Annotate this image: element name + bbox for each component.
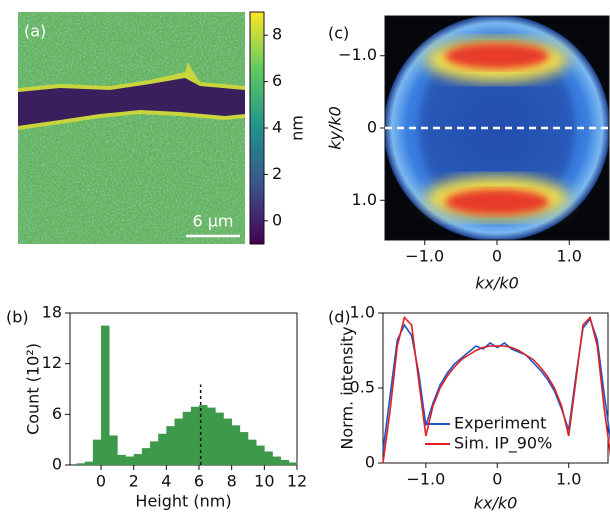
y-tick-label: 0 [367,118,377,137]
y-tick-label: 18 [42,303,62,322]
legend-label: Sim. IP_90% [454,434,552,454]
x-tick-label: 0 [492,470,502,489]
hist-bar [215,412,224,465]
x-tick-label: 12 [287,472,307,491]
hist-bar [264,451,273,465]
y-tick-label: 12 [42,353,62,372]
x-axis-label: Height (nm) [135,492,231,511]
hist-bar [101,325,110,465]
x-tick-label: 2 [129,472,139,491]
y-tick-label: 0 [365,453,375,472]
x-axis-label: kx/k0 [474,494,518,513]
x-tick-label: 8 [227,472,237,491]
x-tick-label: 0 [492,247,502,266]
hist-bar [92,439,102,465]
y-axis-label: Norm. intensity [338,326,357,449]
hist-bar [166,426,175,465]
panel-label: (d) [328,308,351,327]
y-tick-label: 1.0 [352,190,377,209]
y-tick-label: −1.0 [338,45,377,64]
y-tick-label: 1.0 [350,303,375,322]
panel-label: (c) [328,24,349,43]
colorbar-tick-label: 0 [272,210,282,229]
hist-bar [272,456,281,465]
y-tick-label: 6 [52,404,62,423]
colorbar-tick-label: 2 [272,164,282,183]
y-tick-label: 0.5 [350,378,375,397]
hist-bar [207,407,216,465]
x-tick-label: −1.0 [405,247,444,266]
scale-bar-label: 6 μm [192,212,233,231]
hist-bar [125,456,134,465]
hist-bar [150,441,159,465]
hist-bar [109,435,118,465]
series-line [382,315,610,464]
hist-bar [248,439,257,465]
hist-bar [76,463,85,465]
y-axis-label: ky/k0 [326,106,345,150]
hist-bar [174,418,183,465]
y-tick-label: 0 [52,455,62,474]
x-tick-label: 10 [254,472,274,491]
hist-bar [84,461,94,465]
afm-image [18,12,245,244]
hist-bar [158,433,167,465]
legend-label: Experiment [454,414,546,433]
x-tick-label: 0 [96,472,106,491]
colorbar-label: nm [288,115,307,141]
hist-bar [256,445,265,465]
hist-bar [182,411,192,465]
y-axis-label: Count (10²) [24,343,43,435]
hist-bar [117,454,126,465]
panel-label: (a) [24,22,46,41]
colorbar-tick-label: 8 [272,25,282,44]
hist-bar [133,454,143,465]
panel-label: (b) [6,308,29,327]
hist-bar [190,406,200,465]
x-tick-label: 1.0 [556,470,581,489]
hist-bar [199,405,208,465]
colorbar [249,11,265,245]
x-tick-label: 4 [161,472,171,491]
x-tick-label: 1.0 [557,247,582,266]
colorbar-tick-label: 6 [272,71,282,90]
hist-bar [231,425,241,465]
hist-bar [141,448,151,465]
hist-bar [280,459,290,465]
x-axis-label: kx/k0 [475,274,519,293]
colorbar-tick-label: 4 [272,118,282,137]
hist-bar [288,462,298,465]
hist-bar [239,432,249,465]
x-tick-label: 6 [194,472,204,491]
x-tick-label: −1.0 [406,470,445,489]
hist-bar [223,418,232,465]
